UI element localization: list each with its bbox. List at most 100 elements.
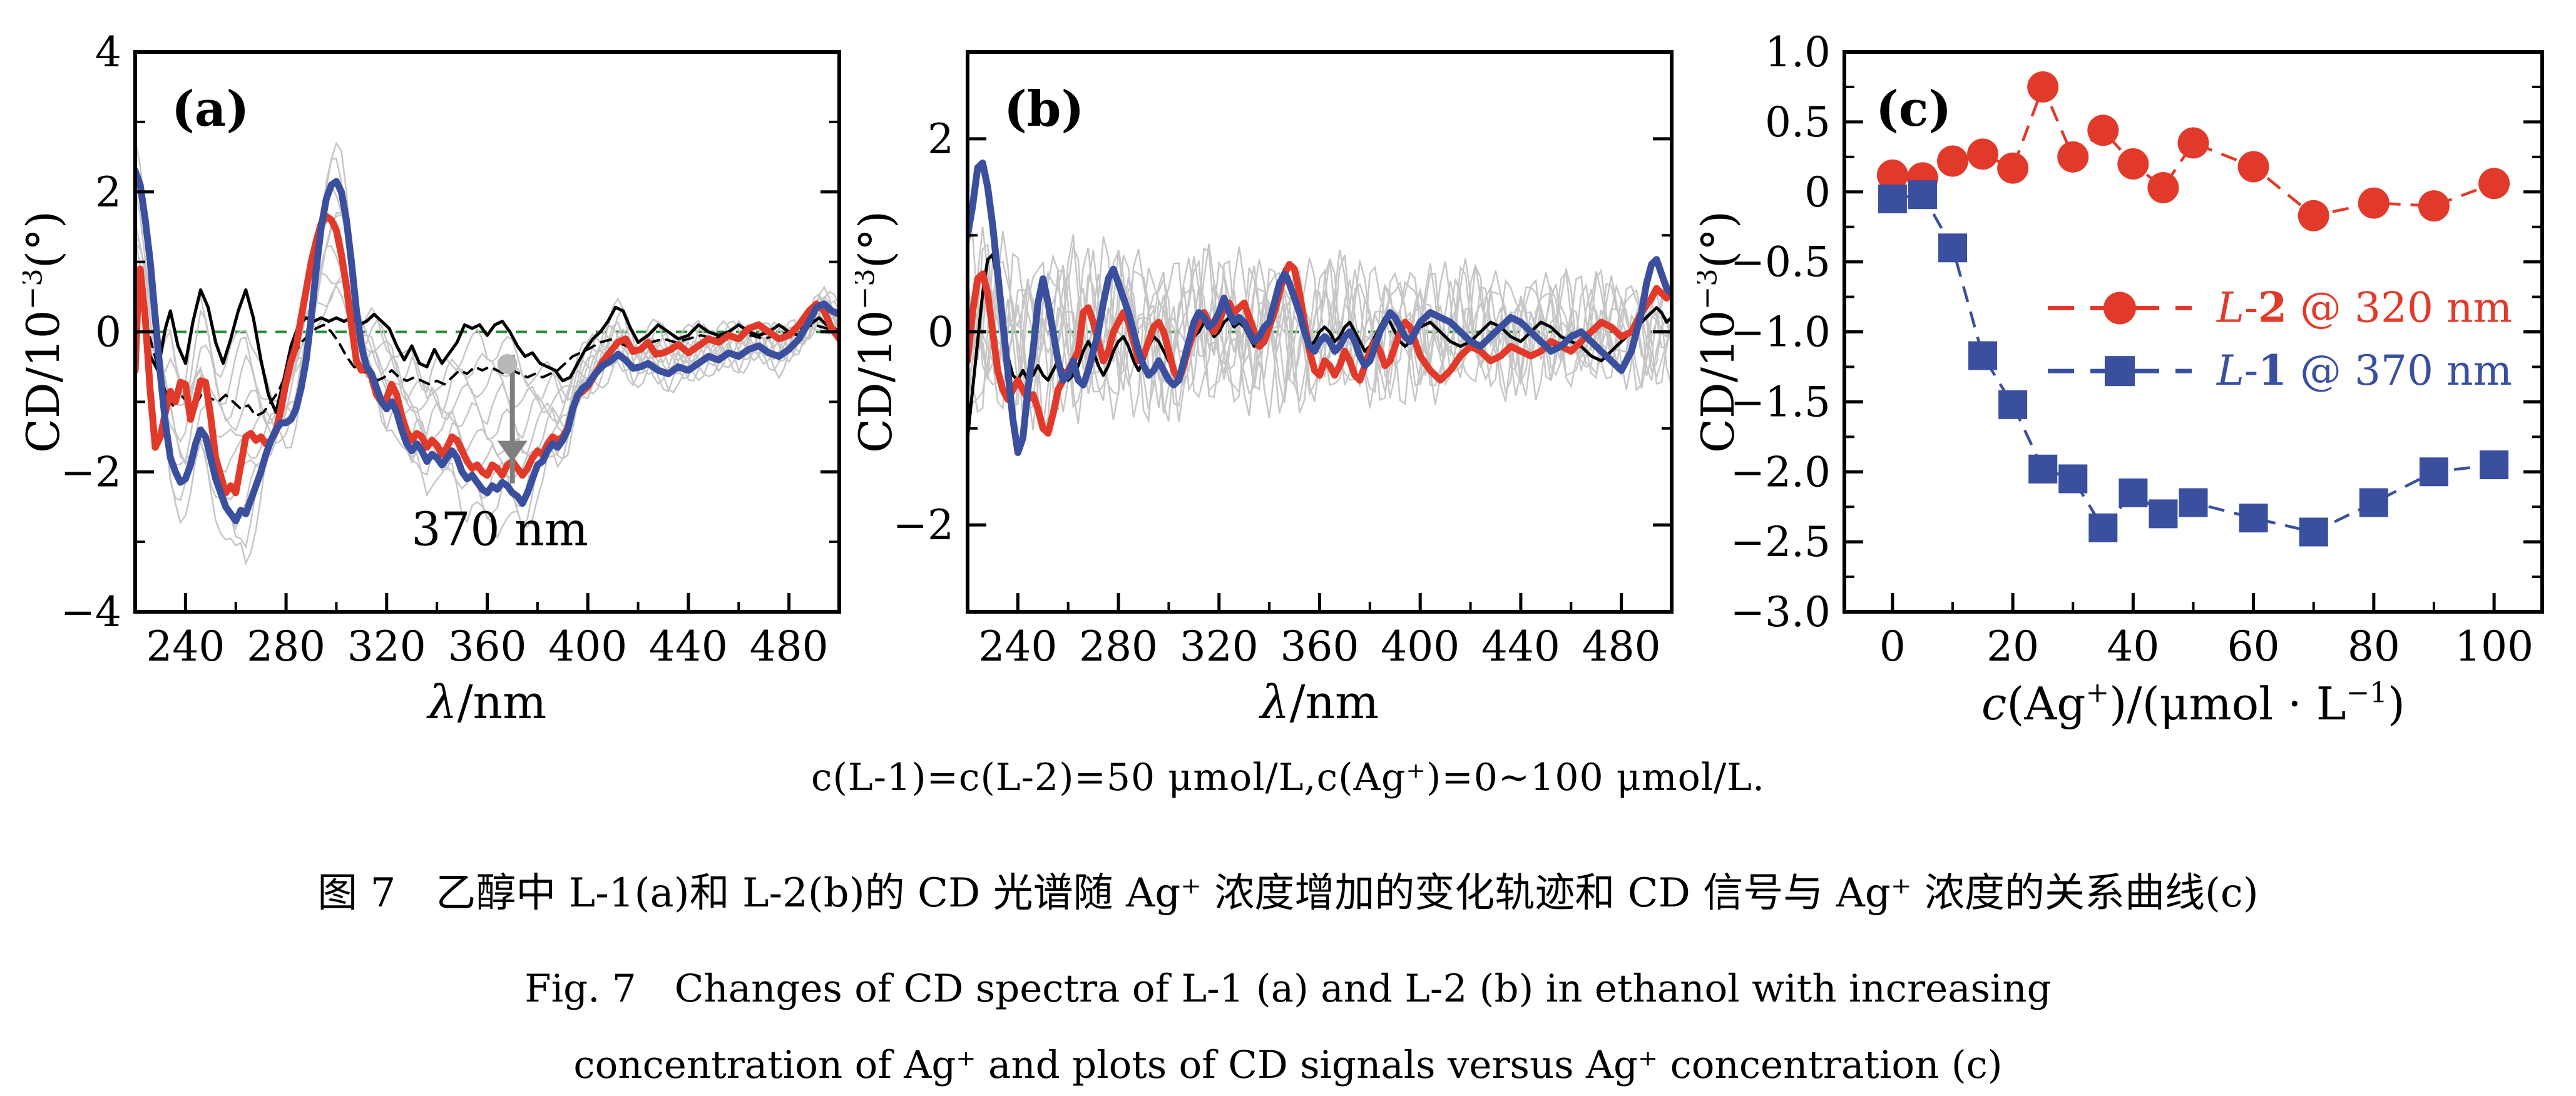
x-tick-label: 280 xyxy=(247,622,325,671)
arrow-start-dot xyxy=(497,353,518,374)
panel-letter: (a) xyxy=(171,81,249,138)
y-tick-label: 0 xyxy=(1804,168,1831,216)
data-point-square xyxy=(2119,478,2148,507)
gray-spectrum xyxy=(968,231,1672,398)
data-point-square xyxy=(2088,513,2118,542)
y-tick-label: −2 xyxy=(61,448,121,496)
figure-captions: c(L-1)=c(L-2)=50 μmol/L,c(Ag⁺)=0~100 μmo… xyxy=(0,733,2576,1087)
wavelength-annotation: 370 nm xyxy=(411,353,588,557)
data-point-square xyxy=(1968,341,1998,370)
plot-area xyxy=(968,160,1672,456)
x-axis-label: c(Ag+)/(μmol · L−1) xyxy=(1981,676,2405,730)
data-point-square xyxy=(2149,499,2178,529)
spectrum-curve-black xyxy=(135,278,839,414)
gray-spectrum xyxy=(135,188,839,474)
data-point-circle xyxy=(1876,159,1908,191)
axes: 0 20 40 60 80 100 1.0 0.5 0 −0.5 −1.0 −1.5 −2.0 −2.5 −… xyxy=(1730,28,2544,671)
series-line xyxy=(1892,193,2495,534)
y-axis-label: CD/10−3(°) xyxy=(23,211,69,453)
data-point-circle xyxy=(2297,200,2329,231)
y-tick-label: 0 xyxy=(95,308,121,356)
data-point-circle xyxy=(2418,190,2450,222)
data-point-square xyxy=(1908,180,1937,210)
data-point-circle xyxy=(2027,71,2059,103)
x-tick-label: 280 xyxy=(1079,622,1158,671)
figure-panels: 370 nm 240 280 320 360 400 440 480 4 2 0 −2 −4 λ/nm CD… xyxy=(23,11,2561,731)
y-tick-label: −2 xyxy=(893,501,954,549)
x-tick-label: 60 xyxy=(2227,622,2280,671)
data-point-circle xyxy=(2117,148,2149,180)
x-tick-label: 80 xyxy=(2348,622,2400,671)
data-point-circle xyxy=(2057,141,2089,173)
spectrum-curve-blue xyxy=(968,160,1672,456)
data-point-circle xyxy=(1997,152,2029,184)
x-tick-label: 440 xyxy=(1481,622,1560,671)
legend-label: L-2 @ 320 nm xyxy=(2216,283,2512,332)
x-tick-label: 20 xyxy=(1986,622,2039,671)
data-point-circle xyxy=(2147,172,2179,204)
data-point-circle xyxy=(2237,151,2269,183)
plot-area xyxy=(1876,71,2510,547)
x-tick-label: 100 xyxy=(2455,622,2533,671)
data-point-circle xyxy=(2177,127,2209,159)
x-tick-label: 0 xyxy=(1879,622,1906,671)
caption-chinese: 图 7 乙醇中 L-1(a)和 L-2(b)的 CD 光谱随 Ag⁺ 浓度增加的… xyxy=(317,870,2259,916)
panel-letter: (c) xyxy=(1876,81,1951,138)
data-point-square xyxy=(2299,517,2328,547)
data-point-square xyxy=(2239,504,2268,533)
gray-spectrum xyxy=(135,140,839,566)
x-tick-label: 480 xyxy=(750,622,829,671)
axes: 240 280 320 360 400 440 480 2 0 −2 xyxy=(893,50,1674,671)
gray-spectrum xyxy=(968,226,1672,414)
y-tick-label: 1.0 xyxy=(1765,28,1831,76)
plot-area xyxy=(135,140,839,566)
data-point-square xyxy=(1878,184,1907,213)
x-tick-label: 400 xyxy=(1381,622,1459,671)
series-square xyxy=(1878,180,2509,547)
panel-c-cd-vs-concentration: L-2 @ 320 nmL-1 @ 370 nm0 20 40 60 80 1001.00… xyxy=(1697,11,2561,731)
series-circle xyxy=(1876,71,2510,231)
y-tick-label: −2.0 xyxy=(1730,448,1831,496)
x-tick-label: 240 xyxy=(146,622,225,671)
data-point-square xyxy=(2359,488,2388,517)
panel-letter: (b) xyxy=(1004,81,1084,138)
down-arrow-head xyxy=(497,440,528,462)
x-tick-label: 400 xyxy=(548,622,627,671)
y-tick-label: 2 xyxy=(928,114,954,163)
annotation-370nm: 370 nm xyxy=(411,503,588,557)
y-tick-label: 0.5 xyxy=(1765,98,1831,146)
y-tick-label: 4 xyxy=(95,28,121,76)
legend-square-marker xyxy=(2105,356,2135,387)
gray-spectrum xyxy=(135,178,839,501)
data-point-square xyxy=(2179,488,2208,517)
x-axis-label: λ/nm xyxy=(1259,676,1379,729)
spectrum-curve-red xyxy=(135,213,839,497)
x-tick-label: 240 xyxy=(978,622,1057,671)
legend-circle-marker xyxy=(2103,292,2136,325)
gray-spectrum xyxy=(968,247,1672,419)
caption-english-line2: concentration of Ag⁺ and plots of CD sig… xyxy=(573,1043,2003,1087)
panel-a-cd-spectra-L1: 370 nm 240 280 320 360 400 440 480 4 2 0 −2 −4 λ/nm CD… xyxy=(23,11,849,731)
x-tick-label: 480 xyxy=(1582,622,1661,671)
x-tick-label: 360 xyxy=(1280,622,1359,671)
x-tick-label: 320 xyxy=(1180,622,1259,671)
y-tick-label: 2 xyxy=(95,168,121,216)
data-point-square xyxy=(1938,233,1968,263)
y-tick-label: −0.5 xyxy=(1730,238,1831,286)
data-point-square xyxy=(2028,454,2058,484)
y-axis-label: CD/10−3(°) xyxy=(1697,211,1744,453)
legend: L-2 @ 320 nm L-1 @ 370 nm xyxy=(2048,283,2512,395)
y-tick-label: −3.0 xyxy=(1730,588,1831,636)
y-tick-label: −1.5 xyxy=(1730,378,1831,426)
caption-english-line1: Fig. 7 Changes of CD spectra of L-1 (a) … xyxy=(524,967,2052,1011)
panel-b-cd-spectra-L2: 240 280 320 360 400 440 480 2 0 −2 λ/nm CD/10−3(°) (… xyxy=(855,11,1681,731)
y-tick-label: −2.5 xyxy=(1730,518,1831,566)
data-point-square xyxy=(1998,390,2028,419)
x-tick-label: 360 xyxy=(448,622,527,671)
data-point-square xyxy=(2419,457,2448,487)
x-tick-label: 40 xyxy=(2107,622,2159,671)
spectrum-curve-black-dashed xyxy=(135,267,839,417)
y-axis-label: CD/10−3(°) xyxy=(855,211,902,453)
axes: 240 280 320 360 400 440 480 4 2 0 −2 −4 xyxy=(61,28,841,671)
y-tick-label: −1.0 xyxy=(1730,308,1831,356)
